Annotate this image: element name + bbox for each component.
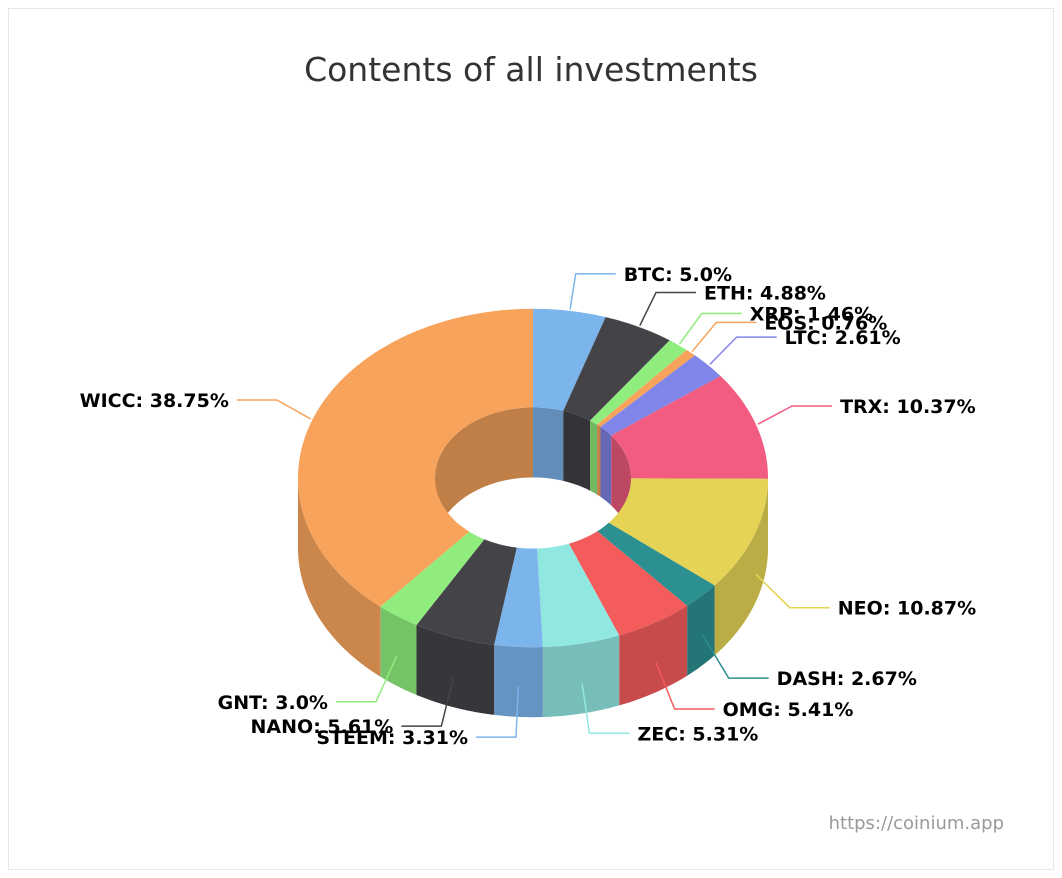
leader-gnt	[335, 655, 398, 703]
leader-xrp	[678, 312, 742, 345]
label-nano: NANO: 5.61%	[251, 716, 394, 738]
slice-eos	[597, 349, 695, 427]
chart-title: Contents of all investments	[304, 50, 758, 89]
leader-omg	[655, 662, 715, 710]
slice-side-dash	[687, 585, 715, 676]
leader-wicc	[236, 399, 312, 420]
leader-btc	[569, 273, 616, 310]
label-zec: ZEC: 5.31%	[638, 723, 759, 745]
leader-eos	[691, 321, 757, 353]
slice-eth	[563, 317, 670, 421]
leader-ltc	[709, 336, 777, 365]
slice-inner-eos	[597, 424, 601, 497]
label-eos: EOS: 0.76%	[764, 312, 887, 334]
leader-zec	[581, 683, 630, 735]
slice-side-steem	[494, 644, 543, 718]
label-trx: TRX: 10.37%	[840, 396, 976, 418]
label-neo: NEO: 10.87%	[838, 598, 976, 620]
label-ltc: LTC: 2.61%	[785, 327, 901, 349]
label-eth: ETH: 4.88%	[704, 283, 826, 305]
slice-xrp	[589, 340, 687, 425]
credit-link[interactable]: https://coinium.app	[828, 813, 1004, 834]
slice-side-wicc	[298, 478, 381, 677]
slice-inner-wicc	[435, 407, 533, 548]
slice-btc	[533, 308, 606, 411]
leader-eth	[639, 291, 697, 326]
slice-inner-eth	[563, 410, 590, 491]
label-btc: BTC: 5.0%	[624, 264, 732, 286]
slice-omg	[568, 531, 688, 636]
slice-side-nano	[416, 624, 495, 715]
slice-inner-ltc	[600, 426, 612, 506]
slice-zec	[537, 543, 620, 648]
slice-nano	[416, 539, 517, 645]
slice-side-neo	[714, 478, 768, 656]
slice-gnt	[380, 531, 485, 625]
slice-inner-xrp	[589, 420, 598, 495]
slice-side-zec	[542, 635, 620, 718]
label-wicc: WICC: 38.75%	[80, 390, 229, 412]
slice-wicc	[298, 308, 533, 607]
label-dash: DASH: 2.67%	[777, 668, 917, 690]
label-steem: STEEM: 3.31%	[316, 727, 468, 749]
slice-steem	[494, 547, 543, 648]
slice-neo	[608, 478, 768, 586]
label-gnt: GNT: 3.0%	[218, 692, 328, 714]
label-xrp: XRP: 1.46%	[750, 304, 873, 326]
slice-trx	[611, 376, 768, 479]
slice-ltc	[600, 355, 721, 436]
leader-steem	[476, 686, 520, 738]
slice-dash	[597, 522, 715, 606]
leader-nano	[401, 677, 455, 727]
leader-trx	[757, 405, 833, 425]
slice-inner-btc	[533, 407, 564, 481]
leader-dash	[702, 635, 769, 679]
leader-neo	[755, 573, 830, 609]
slice-side-omg	[619, 605, 688, 706]
label-omg: OMG: 5.41%	[723, 699, 854, 721]
